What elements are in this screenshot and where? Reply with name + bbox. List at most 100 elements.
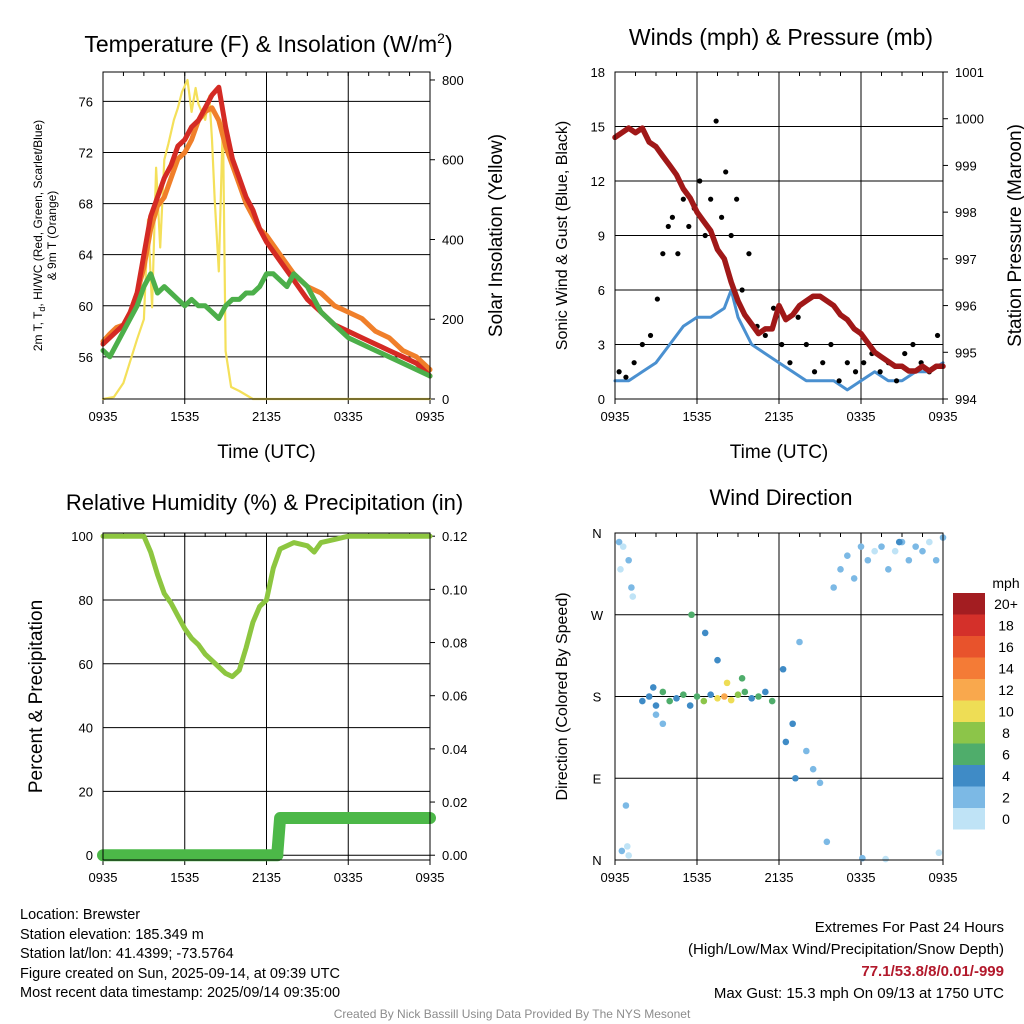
winds-ytick-label: 6 [598, 283, 605, 298]
wind-direction-point [782, 738, 790, 746]
gust-point [723, 169, 729, 175]
wind-direction-point [686, 702, 694, 709]
wind-direction-point [625, 556, 632, 564]
temp-y2tick-label: 600 [442, 153, 464, 168]
gust-point [877, 369, 883, 375]
temp-y2tick-label: 800 [442, 73, 464, 88]
winds-ytick-label: 3 [598, 338, 605, 353]
temp-ytick-label: 72 [79, 145, 93, 160]
gust-point [654, 296, 660, 302]
gust-point [820, 360, 826, 366]
rh-xtick-label: 0935 [416, 870, 445, 885]
wdir-xtick-label: 0935 [929, 870, 958, 885]
temp-series-3-line [100, 271, 433, 379]
wdir-legend-label: 18 [998, 618, 1014, 634]
wind-direction-point [700, 697, 708, 705]
gust-point [669, 214, 676, 220]
created-text: Figure created on Sun, 2025-09-14, at 09… [20, 965, 340, 982]
wdir-ytick-label: W [591, 608, 604, 623]
wind-direction-point [871, 547, 878, 555]
gust-point [719, 214, 725, 220]
wind-direction-point [714, 695, 721, 702]
temp-xtick-label: 0335 [334, 409, 363, 424]
temp-y2-axis-label: Solar Insolation (Yellow) [486, 134, 507, 337]
credit-text: Created By Nick Bassill Using Data Provi… [333, 1007, 691, 1021]
wind-direction-point [823, 838, 831, 846]
wind-direction-point [652, 702, 660, 709]
wdir-xtick-label: 0935 [601, 870, 630, 885]
gust-point [795, 314, 801, 320]
wind-direction-point [659, 720, 667, 728]
gust-point [708, 196, 714, 202]
wdir-plot-frame [614, 532, 944, 861]
wdir-legend-label: 8 [1002, 725, 1010, 741]
wdir-legend-label: 16 [998, 639, 1014, 655]
charts-canvas: Temperature (F) & Insolation (W/m2) 0935 1… [26, 24, 1024, 885]
gust-point [686, 223, 692, 230]
winds-xtick-label: 1535 [683, 409, 712, 424]
temp-y-label-rest: , HI/WC (Red, Green, Scarlet/Blue) [31, 120, 45, 307]
winds-plot-frame [614, 71, 944, 400]
wind-direction-point [734, 691, 742, 698]
wind-direction-point [688, 611, 695, 619]
rh-y2tick-label: 0.04 [442, 742, 467, 757]
wind-direction-point [727, 696, 735, 704]
wdir-legend-swatch [953, 743, 985, 765]
wind-direction-point [628, 584, 635, 591]
winds-ytick-label: 18 [591, 65, 605, 80]
gust-point [852, 369, 859, 375]
wdir-legend-label: 10 [998, 704, 1014, 720]
wdir-legend-label: 4 [1002, 768, 1010, 784]
wind-direction-point [919, 547, 926, 555]
gust-point [639, 341, 645, 348]
rh-ytick-label: 60 [79, 657, 93, 672]
rh-xtick-label: 2135 [252, 870, 281, 885]
wdir-ytick-label: N [592, 526, 601, 541]
rh-y2tick-label: 0.08 [442, 636, 467, 651]
temp-xtick-label: 0935 [89, 409, 118, 424]
gust-point [803, 341, 809, 348]
gust-point [680, 196, 686, 202]
wdir-xtick-label: 2135 [765, 870, 794, 885]
temp-xtick-label: 2135 [252, 409, 281, 424]
wind-direction-point [762, 688, 769, 696]
winds-xtick-label: 0935 [929, 409, 958, 424]
wind-direction-point [895, 538, 903, 546]
temp-y-axis-label-line1: 2m T, Td, HI/WC (Red, Green, Scarlet/Blu… [31, 120, 47, 351]
gust-point [616, 369, 622, 375]
winds-y2tick-label: 1001 [955, 65, 984, 80]
gust-point [779, 341, 785, 348]
wind-direction-point [935, 849, 943, 857]
extremes-title: Extremes For Past 24 Hours [814, 919, 1004, 936]
gust-point [828, 341, 834, 348]
rh-y2tick-label: 0.02 [442, 795, 467, 810]
wdir-legend-swatch [953, 808, 985, 830]
winds-ytick-label: 0 [598, 392, 605, 407]
max-gust-text: Max Gust: 15.3 mph On 09/13 at 1750 UTC [713, 985, 1004, 1002]
wind-direction-point [789, 720, 796, 728]
wind-direction-point [680, 691, 687, 698]
temp-xtick-label: 0935 [416, 409, 445, 424]
wind-direction-point [666, 697, 673, 705]
wind-direction-point [617, 566, 624, 573]
temp-y2tick-label: 200 [442, 312, 464, 327]
wind-direction-point [779, 665, 787, 673]
wdir-legend-label: 0 [1002, 811, 1010, 827]
wind-direction-point [803, 747, 810, 755]
wind-direction-point [857, 543, 865, 550]
gust-point [746, 251, 752, 257]
temp-y2tick-label: 0 [442, 392, 449, 407]
wind-direction-point [721, 693, 728, 700]
wdir-ytick-label: N [592, 853, 601, 868]
wdir-legend-label: 2 [1002, 790, 1010, 806]
wind-direction-point [768, 697, 776, 705]
gust-point [811, 369, 818, 375]
rh-series-0-line [100, 533, 433, 680]
gust-point [728, 232, 734, 239]
wind-direction-point [693, 693, 701, 700]
extremes-subtitle: (High/Low/Max Wind/Precipitation/Snow De… [688, 941, 1004, 958]
gust-point [934, 332, 941, 339]
wind-direction-point [796, 638, 803, 646]
gust-point [910, 341, 916, 348]
wdir-xtick-label: 0335 [847, 870, 876, 885]
